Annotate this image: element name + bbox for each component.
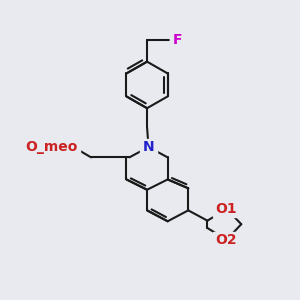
FancyBboxPatch shape: [213, 232, 240, 248]
Text: F: F: [173, 33, 183, 46]
FancyBboxPatch shape: [140, 139, 157, 155]
FancyBboxPatch shape: [170, 32, 186, 48]
Text: O_meo: O_meo: [25, 140, 77, 154]
Text: O2: O2: [216, 233, 237, 247]
FancyBboxPatch shape: [213, 201, 240, 217]
Text: N: N: [143, 140, 154, 154]
FancyBboxPatch shape: [23, 139, 80, 155]
Text: O1: O1: [216, 202, 237, 216]
